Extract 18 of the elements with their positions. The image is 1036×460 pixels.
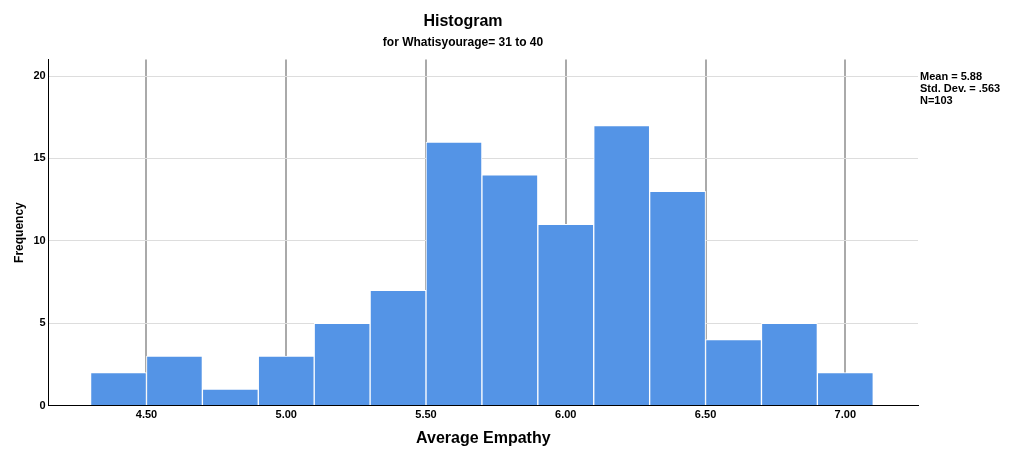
y-axis-title: Frequency (11, 201, 26, 263)
text: Std. Dev. = .563 (920, 82, 1001, 94)
x-axis-title: Average Empathy (416, 428, 551, 446)
text: N=103 (920, 94, 954, 106)
x-tick-label: 6.50 (694, 408, 717, 421)
y-tick-label: 20 (33, 69, 46, 82)
text: Mean = 5.88 (920, 70, 984, 82)
x-tick-label: 6.00 (555, 408, 577, 421)
y-tick-label: 0 (39, 398, 46, 411)
chart-title: Histogram (423, 12, 503, 30)
x-tick-label: 5.00 (275, 408, 297, 421)
chart-subtitle: for Whatisyourage= 31 to 40 (382, 34, 544, 49)
x-tick-label: 4.50 (135, 408, 158, 421)
y-tick-label: 5 (39, 316, 46, 329)
x-tick-label: 7.00 (834, 408, 857, 421)
y-tick-label: 10 (33, 233, 46, 246)
y-tick-label: 15 (33, 151, 46, 164)
x-tick-label: 5.50 (415, 408, 437, 421)
